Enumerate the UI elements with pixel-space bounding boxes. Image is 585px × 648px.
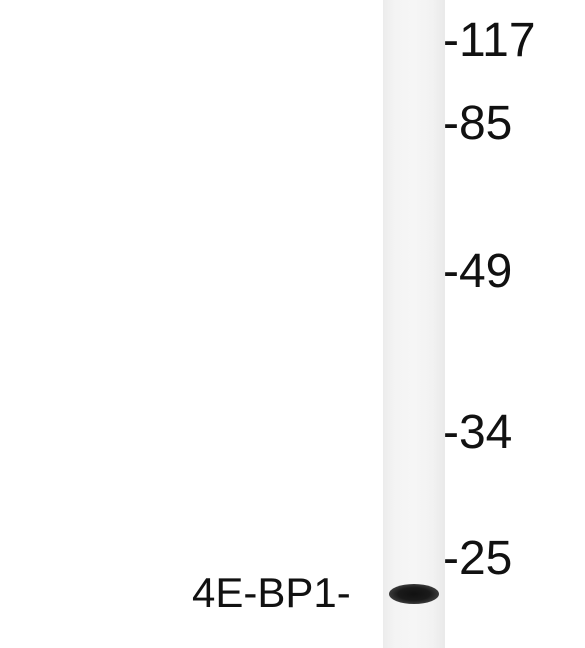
marker-85: -85 [443, 97, 513, 150]
protein-band [389, 584, 439, 604]
marker-117: -117 [443, 14, 536, 67]
band-label: 4E-BP1- [192, 569, 351, 616]
blot-lane [383, 0, 445, 648]
marker-49: -49 [443, 245, 513, 298]
marker-25: -25 [443, 532, 513, 585]
marker-34: -34 [443, 406, 513, 459]
